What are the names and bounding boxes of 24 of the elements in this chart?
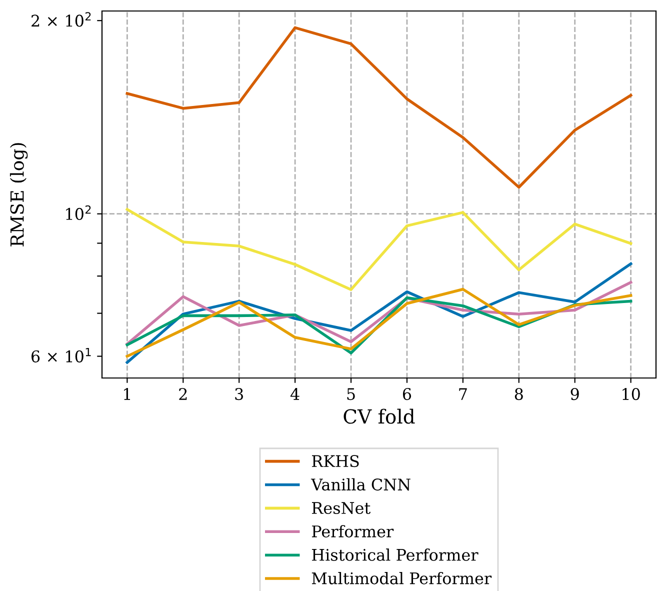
legend-label: Vanilla CNN <box>310 478 410 491</box>
x-tick-label: 10 <box>622 388 640 400</box>
line-series <box>126 208 632 292</box>
x-tick-label: 6 <box>402 388 412 400</box>
legend-label: ResNet <box>312 502 371 514</box>
legend-label: Multimodal Performer <box>312 572 492 584</box>
y-tick-label: 2 × 10$^{2}$ <box>32 12 91 27</box>
x-tick-label: 3 <box>235 388 243 400</box>
legend-label: RKHS <box>312 455 359 468</box>
x-tick-label: 4 <box>290 388 300 400</box>
x-tick-label: 8 <box>514 388 523 400</box>
line-series <box>126 26 632 189</box>
legend-label: Historical Performer <box>312 548 478 561</box>
x-tick-label: 7 <box>459 388 467 400</box>
x-tick-label: 5 <box>347 388 355 400</box>
y-tick-label: 10$^{2}$ <box>66 205 91 220</box>
legend-label: Performer <box>312 525 394 538</box>
y-axis-title: RMSE (log) <box>10 143 28 246</box>
x-tick-label: 1 <box>124 388 130 400</box>
y-tick-label: 6 × 10$^{1}$ <box>32 348 91 362</box>
x-tick-label: 9 <box>570 388 579 400</box>
x-axis-title: CV fold <box>344 408 415 424</box>
line-series <box>126 288 632 358</box>
x-tick-label: 2 <box>179 388 187 400</box>
